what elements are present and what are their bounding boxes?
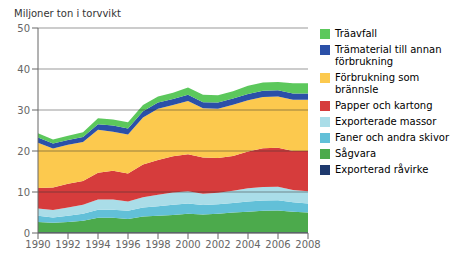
svg-text:2000: 2000 — [175, 239, 200, 250]
svg-text:2004: 2004 — [235, 239, 260, 250]
html-text:Träavfall: Träavfall — [335, 28, 378, 39]
svg-text:20: 20 — [17, 146, 30, 157]
svg-text:2002: 2002 — [205, 239, 230, 250]
html-text:Faner och andra skivor: Faner och andra skivor — [335, 132, 449, 143]
svg-text:50: 50 — [17, 23, 30, 34]
html-text:Trämaterial till annan: Trämaterial till annan — [335, 44, 442, 55]
html-text:Exporterade massor: Exporterade massor — [335, 116, 437, 127]
html-text:Papper och kartong: Papper och kartong — [335, 100, 433, 111]
svg-text:10: 10 — [17, 187, 30, 198]
html-text:Exporterad råvirke: Exporterad råvirke — [335, 164, 429, 175]
html-text:förbrukning: förbrukning — [335, 56, 394, 67]
html-text:Miljoner ton i torvvikt: Miljoner ton i torvvikt — [14, 8, 121, 19]
svg-text:1998: 1998 — [145, 239, 170, 250]
svg-text:2006: 2006 — [265, 239, 290, 250]
svg-text:1996: 1996 — [115, 239, 140, 250]
svg-text:1994: 1994 — [85, 239, 110, 250]
svg-text:30: 30 — [17, 105, 30, 116]
svg-text:1992: 1992 — [55, 239, 80, 250]
svg-text:40: 40 — [17, 64, 30, 75]
html-text:Förbrukning som brännsle: Förbrukning som brännsle — [335, 72, 420, 95]
svg-text:0: 0 — [24, 228, 30, 239]
svg-text:2008: 2008 — [295, 239, 320, 250]
svg-text:1990: 1990 — [25, 239, 50, 250]
html-text:Sågvara: Sågvara — [335, 148, 377, 159]
